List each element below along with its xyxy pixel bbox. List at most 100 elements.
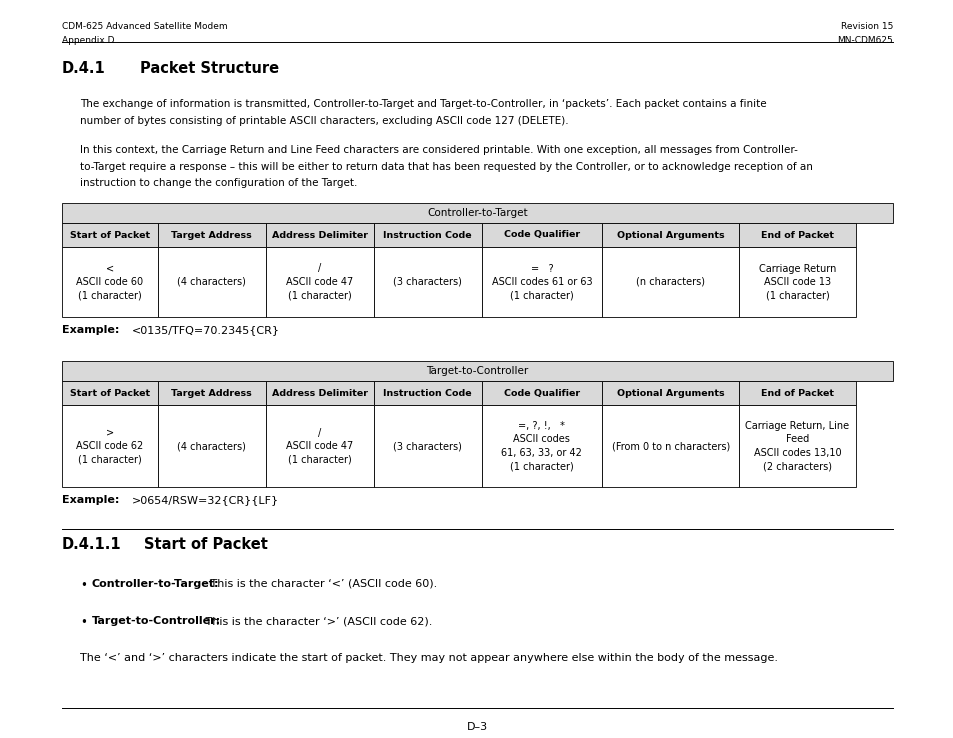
Bar <box>374 223 481 247</box>
Bar <box>601 247 739 317</box>
Text: Optional Arguments: Optional Arguments <box>617 388 723 398</box>
Bar <box>62 405 157 487</box>
Bar <box>601 381 739 405</box>
Text: to-Target require a response – this will be either to return data that has been : to-Target require a response – this will… <box>80 162 812 171</box>
Text: ASCII code 60: ASCII code 60 <box>76 277 143 287</box>
Text: Optional Arguments: Optional Arguments <box>617 230 723 240</box>
Bar <box>62 203 892 223</box>
Text: Example:: Example: <box>62 495 119 505</box>
Text: ASCII code 47: ASCII code 47 <box>286 277 353 287</box>
Text: Code Qualifier: Code Qualifier <box>503 388 579 398</box>
Text: CDM-625 Advanced Satellite Modem: CDM-625 Advanced Satellite Modem <box>62 22 228 31</box>
Text: End of Packet: End of Packet <box>760 388 833 398</box>
Text: Carriage Return: Carriage Return <box>758 263 835 274</box>
Bar <box>601 405 739 487</box>
Bar <box>374 247 481 317</box>
Bar <box>157 405 265 487</box>
Text: Example:: Example: <box>62 325 119 335</box>
Text: Instruction Code: Instruction Code <box>383 388 472 398</box>
Text: This is the character ‘>’ (ASCII code 62).: This is the character ‘>’ (ASCII code 62… <box>202 616 432 626</box>
Text: D.4.1.1: D.4.1.1 <box>62 537 121 552</box>
Bar <box>157 381 265 405</box>
Text: =, ?, !,   *: =, ?, !, * <box>517 421 565 431</box>
Bar <box>265 247 374 317</box>
Text: Start of Packet: Start of Packet <box>70 230 150 240</box>
Bar <box>481 405 601 487</box>
Text: Target Address: Target Address <box>171 388 252 398</box>
Text: Controller-to-Target: Controller-to-Target <box>427 208 527 218</box>
Text: <: < <box>106 263 113 274</box>
Text: Target-to-Controller:: Target-to-Controller: <box>91 616 221 626</box>
Bar <box>481 223 601 247</box>
Text: D.4.1: D.4.1 <box>62 61 106 76</box>
Text: Address Delimiter: Address Delimiter <box>272 388 367 398</box>
Text: The exchange of information is transmitted, Controller-to-Target and Target-to-C: The exchange of information is transmitt… <box>80 99 766 109</box>
Bar <box>739 381 855 405</box>
Text: (3 characters): (3 characters) <box>393 277 461 287</box>
Text: MN-CDM625: MN-CDM625 <box>837 36 892 45</box>
Text: Appendix D: Appendix D <box>62 36 114 45</box>
Bar <box>374 405 481 487</box>
Text: (3 characters): (3 characters) <box>393 441 461 451</box>
Text: ASCII code 47: ASCII code 47 <box>286 441 353 451</box>
Bar <box>62 361 892 381</box>
Text: =   ?: = ? <box>530 263 553 274</box>
Text: •: • <box>80 616 87 629</box>
Text: (From 0 to n characters): (From 0 to n characters) <box>611 441 729 451</box>
Text: <0135/TFQ=70.2345{CR}: <0135/TFQ=70.2345{CR} <box>132 325 280 335</box>
Bar <box>62 247 157 317</box>
Text: D–3: D–3 <box>466 722 487 732</box>
Bar <box>265 381 374 405</box>
Text: Carriage Return, Line: Carriage Return, Line <box>744 421 848 431</box>
Bar <box>739 405 855 487</box>
Text: This is the character ‘<’ (ASCII code 60).: This is the character ‘<’ (ASCII code 60… <box>207 579 436 589</box>
Bar <box>157 247 265 317</box>
Text: In this context, the Carriage Return and Line Feed characters are considered pri: In this context, the Carriage Return and… <box>80 145 797 155</box>
Text: (4 characters): (4 characters) <box>177 441 246 451</box>
Text: Target Address: Target Address <box>171 230 252 240</box>
Text: Address Delimiter: Address Delimiter <box>272 230 367 240</box>
Bar <box>157 223 265 247</box>
Text: ASCII codes 61 or 63: ASCII codes 61 or 63 <box>491 277 592 287</box>
Text: (1 character): (1 character) <box>764 291 828 300</box>
Text: (n characters): (n characters) <box>636 277 704 287</box>
Bar <box>739 223 855 247</box>
Text: 61, 63, 33, or 42: 61, 63, 33, or 42 <box>501 448 581 458</box>
Bar <box>481 247 601 317</box>
Text: (1 character): (1 character) <box>78 455 141 464</box>
Text: •: • <box>80 579 87 592</box>
Text: (1 character): (1 character) <box>510 461 573 472</box>
Bar <box>265 405 374 487</box>
Text: ASCII code 13: ASCII code 13 <box>763 277 830 287</box>
Text: Start of Packet: Start of Packet <box>70 388 150 398</box>
Text: (1 character): (1 character) <box>288 455 351 464</box>
Text: Start of Packet: Start of Packet <box>144 537 268 552</box>
Text: (1 character): (1 character) <box>510 291 573 300</box>
Text: Controller-to-Target:: Controller-to-Target: <box>91 579 219 589</box>
Text: >0654/RSW=32{CR}{LF}: >0654/RSW=32{CR}{LF} <box>132 495 279 505</box>
Text: End of Packet: End of Packet <box>760 230 833 240</box>
Bar <box>62 381 157 405</box>
Text: Packet Structure: Packet Structure <box>140 61 279 76</box>
Bar <box>601 223 739 247</box>
Text: Feed: Feed <box>785 434 808 444</box>
Text: /: / <box>317 427 321 438</box>
Bar <box>62 223 157 247</box>
Bar <box>374 381 481 405</box>
Text: (4 characters): (4 characters) <box>177 277 246 287</box>
Text: (2 characters): (2 characters) <box>762 461 831 472</box>
Text: Instruction Code: Instruction Code <box>383 230 472 240</box>
Text: The ‘<’ and ‘>’ characters indicate the start of packet. They may not appear any: The ‘<’ and ‘>’ characters indicate the … <box>80 653 778 663</box>
Text: /: / <box>317 263 321 274</box>
Text: ASCII code 62: ASCII code 62 <box>76 441 143 451</box>
Text: (1 character): (1 character) <box>288 291 351 300</box>
Text: ASCII codes: ASCII codes <box>513 434 570 444</box>
Text: Revision 15: Revision 15 <box>840 22 892 31</box>
Bar <box>481 381 601 405</box>
Bar <box>265 223 374 247</box>
Text: ASCII codes 13,10: ASCII codes 13,10 <box>753 448 841 458</box>
Text: (1 character): (1 character) <box>78 291 141 300</box>
Text: instruction to change the configuration of the Target.: instruction to change the configuration … <box>80 178 357 188</box>
Bar <box>739 247 855 317</box>
Text: number of bytes consisting of printable ASCII characters, excluding ASCII code 1: number of bytes consisting of printable … <box>80 116 568 125</box>
